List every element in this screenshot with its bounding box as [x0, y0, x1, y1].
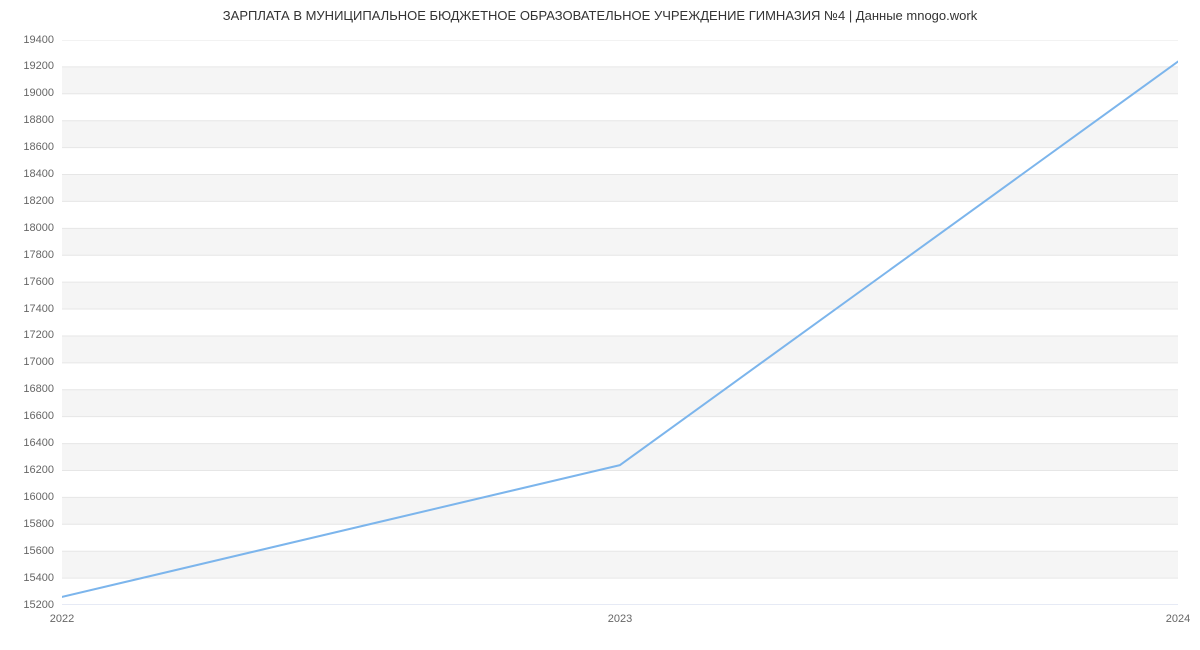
x-axis-tick-label: 2022: [50, 613, 74, 625]
y-axis-tick-label: 19400: [23, 34, 54, 46]
chart-title: ЗАРПЛАТА В МУНИЦИПАЛЬНОЕ БЮДЖЕТНОЕ ОБРАЗ…: [0, 8, 1200, 23]
plot-area: [62, 40, 1178, 605]
x-axis-tick-label: 2024: [1166, 613, 1190, 625]
y-axis-tick-label: 16600: [23, 410, 54, 422]
y-axis-tick-label: 15200: [23, 599, 54, 611]
y-axis-tick-label: 16400: [23, 437, 54, 449]
y-axis-tick-label: 16000: [23, 491, 54, 503]
y-axis-tick-label: 19000: [23, 87, 54, 99]
y-axis-tick-label: 15400: [23, 572, 54, 584]
y-axis-tick-label: 18800: [23, 114, 54, 126]
x-axis-tick-label: 2023: [608, 613, 632, 625]
chart-svg: [62, 40, 1178, 605]
y-axis-tick-label: 18200: [23, 195, 54, 207]
y-axis-tick-label: 17600: [23, 276, 54, 288]
y-axis-tick-label: 16200: [23, 464, 54, 476]
y-axis-tick-label: 17000: [23, 356, 54, 368]
y-axis-tick-label: 19200: [23, 60, 54, 72]
chart-container: ЗАРПЛАТА В МУНИЦИПАЛЬНОЕ БЮДЖЕТНОЕ ОБРАЗ…: [0, 0, 1200, 650]
y-axis-tick-label: 15600: [23, 545, 54, 557]
y-axis-tick-label: 18600: [23, 141, 54, 153]
y-axis-tick-label: 18400: [23, 168, 54, 180]
y-axis-tick-label: 15800: [23, 518, 54, 530]
y-axis-tick-label: 17200: [23, 329, 54, 341]
y-axis-tick-label: 18000: [23, 222, 54, 234]
y-axis-tick-label: 17400: [23, 303, 54, 315]
y-axis-tick-label: 16800: [23, 383, 54, 395]
y-axis-tick-label: 17800: [23, 249, 54, 261]
